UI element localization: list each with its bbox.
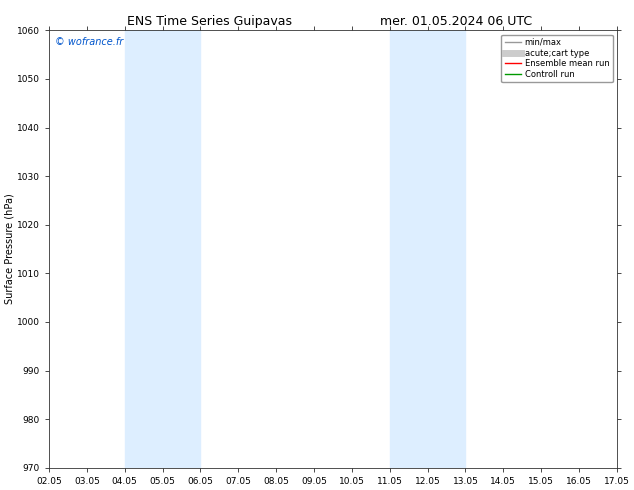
Text: ENS Time Series Guipavas: ENS Time Series Guipavas <box>127 15 292 28</box>
Bar <box>125 30 200 468</box>
Text: mer. 01.05.2024 06 UTC: mer. 01.05.2024 06 UTC <box>380 15 533 28</box>
Legend: min/max, acute;cart type, Ensemble mean run, Controll run: min/max, acute;cart type, Ensemble mean … <box>501 35 612 82</box>
Y-axis label: Surface Pressure (hPa): Surface Pressure (hPa) <box>4 194 14 304</box>
Text: © wofrance.fr: © wofrance.fr <box>55 37 123 47</box>
Bar <box>390 30 465 468</box>
